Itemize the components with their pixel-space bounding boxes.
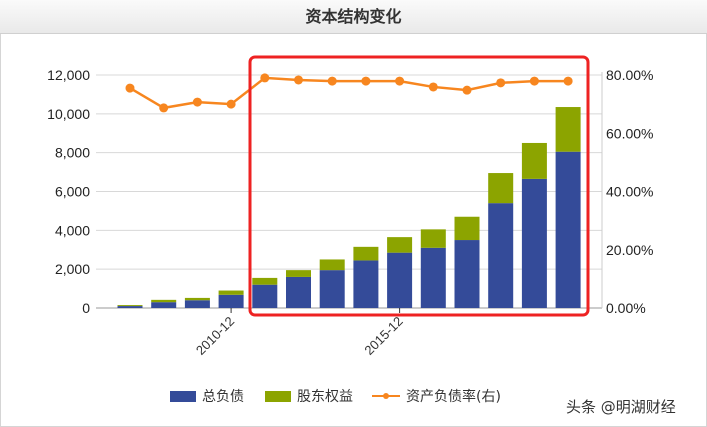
y-left-tick: 4,000 — [55, 222, 90, 238]
ratio-point[interactable] — [462, 85, 472, 95]
legend-item-debt[interactable]: 总负债 — [170, 386, 244, 406]
bar-equity[interactable] — [117, 305, 143, 307]
y-right-tick: 20.00% — [606, 242, 653, 258]
legend-item-equity[interactable]: 股东权益 — [265, 386, 353, 406]
y-right-tick: 60.00% — [606, 125, 653, 141]
legend-label-debt: 总负债 — [202, 389, 244, 405]
ratio-point[interactable] — [294, 75, 303, 85]
ratio-point[interactable] — [496, 78, 506, 88]
bar-equity[interactable] — [387, 237, 413, 253]
legend-label-equity: 股东权益 — [297, 389, 353, 405]
ratio-line — [129, 76, 569, 110]
bar-equity[interactable] — [151, 299, 177, 303]
highlight-box — [248, 55, 590, 317]
y-left-tick: 12,000 — [47, 67, 90, 83]
y-left-tick: 8,000 — [55, 145, 90, 161]
bar-debt[interactable] — [151, 302, 177, 308]
y-right-tick: 80.00% — [606, 67, 653, 83]
ratio-point[interactable] — [327, 76, 337, 86]
bar-equity[interactable] — [454, 216, 480, 241]
bar-debt[interactable] — [252, 284, 278, 308]
chart-title: 资本结构变化 — [0, 0, 707, 34]
y-right-tick: 40.00% — [606, 184, 653, 200]
ratio-point[interactable] — [260, 73, 270, 83]
bar-equity[interactable] — [420, 229, 446, 248]
bar-debt[interactable] — [387, 252, 413, 308]
ratio-point[interactable] — [226, 99, 236, 109]
bar-equity[interactable] — [184, 297, 210, 301]
equity-swatch-icon — [265, 390, 291, 402]
bar-equity[interactable] — [252, 277, 278, 285]
line-marker-icon — [372, 393, 400, 399]
bar-equity[interactable] — [521, 142, 547, 179]
y-right-tick: 0.00% — [606, 300, 646, 316]
bar-equity[interactable] — [319, 259, 345, 271]
bar-equity[interactable] — [286, 270, 311, 277]
x-tick-label: 2015-12 — [361, 314, 405, 358]
y-left-tick: 2,000 — [55, 261, 90, 277]
legend-label-ratio: 资产负债率(右) — [406, 389, 501, 405]
bar-debt[interactable] — [454, 240, 480, 308]
debt-swatch-icon — [170, 390, 196, 402]
ratio-point[interactable] — [395, 76, 405, 86]
x-tick-label: 2010-12 — [193, 314, 237, 358]
bar-debt[interactable] — [117, 306, 143, 308]
ratio-point[interactable] — [159, 103, 169, 113]
ratio-point[interactable] — [428, 82, 438, 92]
bar-equity[interactable] — [218, 290, 244, 295]
y-left-tick: 0 — [82, 300, 90, 316]
y-left-tick: 10,000 — [47, 106, 90, 122]
ratio-point[interactable] — [192, 97, 202, 107]
bar-equity[interactable] — [488, 173, 514, 204]
ratio-point[interactable] — [563, 76, 573, 86]
ratio-point[interactable] — [529, 76, 539, 86]
bar-debt[interactable] — [286, 276, 311, 308]
bar-debt[interactable] — [420, 247, 446, 308]
bar-debt[interactable] — [488, 203, 514, 308]
bar-debt[interactable] — [555, 151, 581, 308]
bar-debt[interactable] — [353, 260, 379, 308]
bar-debt[interactable] — [521, 178, 547, 308]
bar-debt[interactable] — [218, 294, 244, 308]
bar-debt[interactable] — [184, 300, 210, 308]
ratio-point[interactable] — [125, 83, 135, 93]
bar-equity[interactable] — [353, 246, 379, 261]
watermark: 头条 @明湖财经 — [566, 398, 676, 416]
legend-item-ratio[interactable]: 资产负债率(右) — [372, 386, 501, 406]
ratio-point[interactable] — [361, 76, 371, 86]
bar-debt[interactable] — [319, 270, 345, 308]
bar-equity[interactable] — [555, 107, 581, 152]
y-left-tick: 6,000 — [55, 184, 90, 200]
